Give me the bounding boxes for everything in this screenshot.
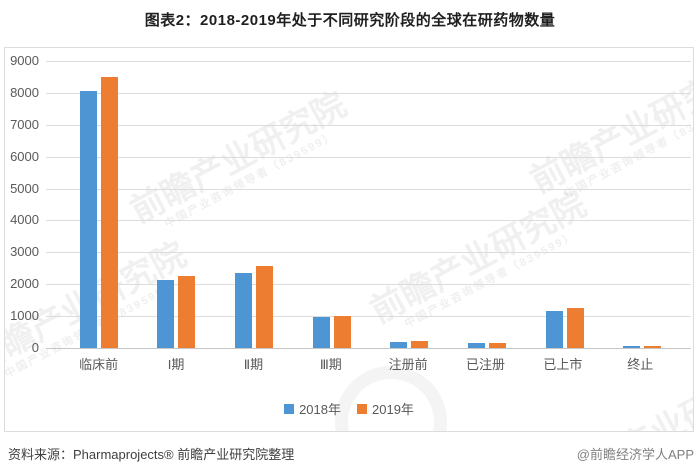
bar-2019年-I期 [178, 275, 196, 348]
bar-2018年-临床前 [79, 91, 97, 348]
bar-group-Ⅱ期 [215, 61, 293, 348]
bar-group-I期 [138, 61, 216, 348]
y-axis-label-7000: 7000 [10, 116, 39, 132]
gridline-6000 [46, 156, 691, 158]
bar-2019年-已注册 [488, 342, 506, 348]
bar-2018年-终止 [623, 346, 641, 348]
gridline-9000 [46, 61, 691, 62]
legend-swatch-2019年 [357, 403, 367, 414]
credit-note: @前瞻经济学人APP [576, 447, 694, 462]
y-axis-label-4000: 4000 [10, 212, 39, 228]
gridline-0 [46, 348, 691, 349]
legend-item-2019年: 2019年 [357, 399, 414, 418]
gridline-5000 [46, 188, 691, 190]
bar-group-注册前 [371, 61, 449, 348]
legend-item-2018年: 2018年 [284, 399, 341, 418]
bar-2018年-Ⅱ期 [235, 273, 253, 348]
bar-group-已上市 [526, 61, 604, 348]
legend-label-2019年: 2019年 [372, 402, 414, 417]
x-axis-label-Ⅱ期: Ⅱ期 [243, 357, 264, 372]
y-axis-label-1000: 1000 [10, 308, 39, 324]
gridline-2000 [46, 284, 691, 286]
bar-group-终止 [603, 61, 681, 348]
legend: 2018年 2019年 [5, 399, 693, 418]
gridline-4000 [46, 220, 691, 222]
x-axis-label-已注册: 已注册 [466, 357, 506, 372]
legend-swatch-2018年 [284, 403, 295, 414]
y-axis-label-5000: 5000 [10, 180, 39, 196]
gridline-8000 [46, 92, 691, 94]
x-axis-label-终止: 终止 [627, 357, 654, 372]
bar-group-已注册 [448, 61, 526, 348]
bar-2018年-已上市 [545, 311, 563, 348]
x-axis-labels: 临床前 I期 Ⅱ期 Ⅲ期 注册前 已注册 已上市 终止 [60, 354, 679, 374]
y-axis-label-6000: 6000 [10, 148, 39, 164]
bar-2019年-已上市 [566, 307, 584, 348]
bar-groups [60, 61, 681, 348]
bar-2018年-已注册 [467, 343, 485, 348]
bar-2018年-注册前 [390, 341, 408, 348]
bar-group-临床前 [60, 61, 138, 348]
bar-2018年-Ⅲ期 [312, 316, 330, 348]
gridline-7000 [46, 124, 691, 126]
legend-label-2018年: 2018年 [299, 402, 341, 417]
x-axis-label-已上市: 已上市 [543, 357, 583, 372]
x-axis-label-Ⅲ期: Ⅲ期 [319, 357, 342, 372]
x-axis-label-临床前: 临床前 [79, 357, 119, 372]
bar-2018年-I期 [157, 280, 175, 348]
y-axis-label-8000: 8000 [10, 84, 39, 100]
y-axis-label-3000: 3000 [10, 244, 39, 260]
bar-2019年-注册前 [411, 341, 429, 348]
x-axis-label-I期: I期 [167, 357, 185, 372]
bar-2019年-Ⅲ期 [333, 316, 351, 348]
bar-2019年-临床前 [100, 76, 118, 348]
bar-2019年-Ⅱ期 [256, 266, 274, 348]
y-axis-label-2000: 2000 [10, 276, 39, 292]
plot-area: 0 1000 2000 3000 4000 5000 6000 7000 8000 9000 [10, 53, 691, 355]
bar-group-Ⅲ期 [293, 61, 371, 348]
chart-title: 图表2：2018-2019年处于不同研究阶段的全球在研药物数量 [144, 12, 556, 29]
x-axis-label-注册前: 注册前 [388, 357, 428, 372]
y-axis-label-9000: 9000 [10, 53, 39, 68]
chart-frame: 前瞻产业研究院 中国产业咨询领导者（839599） 前瞻产业研究院 中国产业咨询… [4, 47, 694, 432]
y-axis-label-0: 0 [31, 340, 39, 355]
gridline-3000 [46, 252, 691, 254]
source-note: 资料来源：Pharmaprojects® 前瞻产业研究院整理 [8, 447, 295, 462]
gridline-1000 [46, 316, 691, 318]
bar-2019年-终止 [644, 345, 662, 348]
